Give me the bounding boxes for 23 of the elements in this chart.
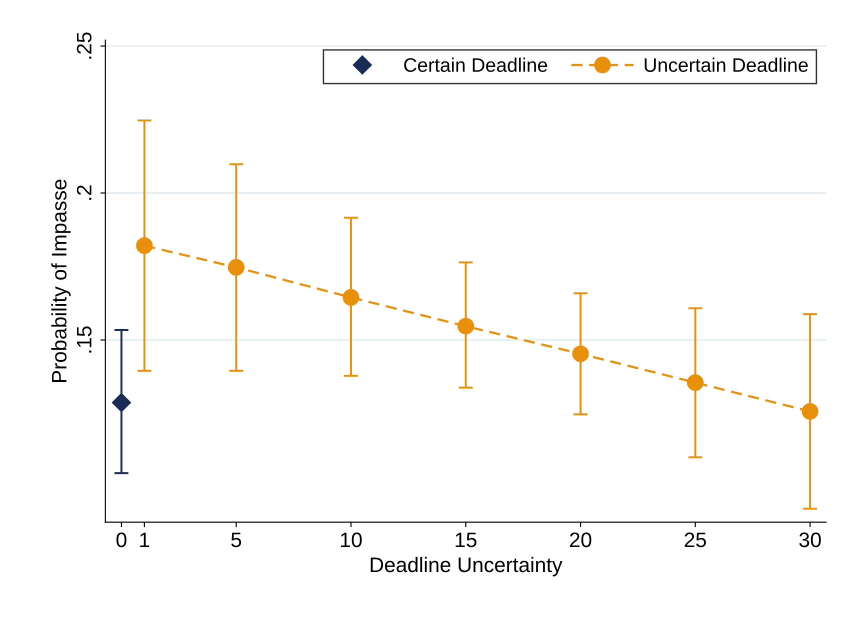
legend-label: Certain Deadline [404,58,548,72]
x-tick-label: 15 [456,532,476,548]
x-tick-label: 1 [140,532,150,548]
point [457,318,474,334]
legend-label: Uncertain Deadline [644,58,808,72]
point [342,289,360,306]
point [112,393,131,412]
y-tick-label: .2 [76,185,92,200]
x-tick-label: 25 [684,532,706,548]
y-tick-label: .15 [76,326,92,353]
y-axis-title: Probability of Impasse [51,180,71,382]
x-tick-label: 20 [570,532,592,548]
point [136,237,153,254]
point [228,259,245,276]
x-tick-label: 30 [799,532,821,548]
point [802,403,818,420]
point [686,374,704,391]
x-tick-label: 5 [231,532,242,548]
x-tick-label: 0 [116,532,126,548]
x-tick-label: 10 [340,532,362,548]
x-axis-title: Deadline Uncertainty [370,556,562,576]
point [572,345,589,362]
y-tick-label: .25 [76,32,92,59]
